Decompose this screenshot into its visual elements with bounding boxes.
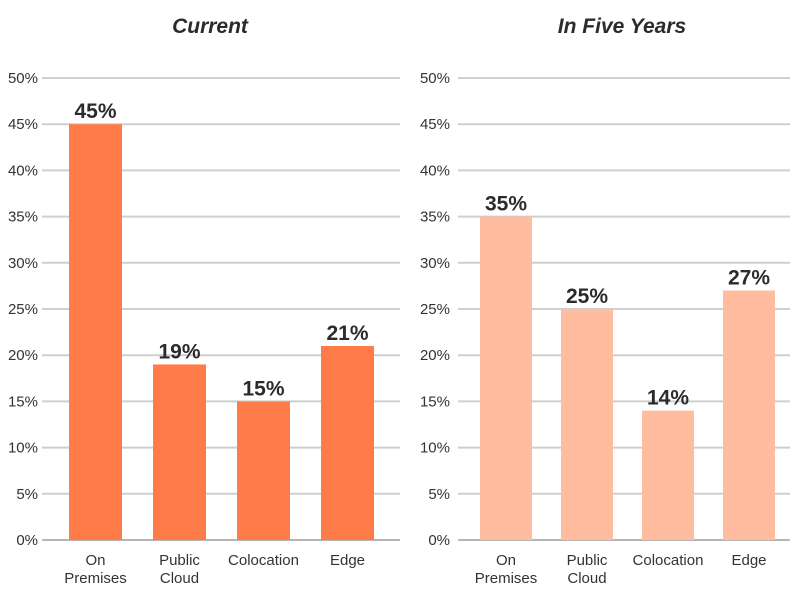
data-label: 35%	[485, 193, 527, 216]
bar	[321, 345, 374, 540]
category-label: Public	[567, 552, 608, 569]
category-label: Edge	[731, 552, 766, 569]
y-tick-label: 0%	[428, 532, 450, 549]
bar	[69, 124, 122, 540]
y-tick-label: 30%	[8, 255, 38, 272]
category-label: Premises	[64, 570, 127, 587]
data-label: 14%	[647, 387, 689, 410]
y-tick-label: 45%	[8, 116, 38, 133]
y-tick-label: 0%	[16, 532, 38, 549]
y-tick-label: 35%	[420, 209, 450, 226]
data-label: 21%	[326, 322, 368, 345]
y-tick-label: 40%	[420, 162, 450, 179]
y-tick-label: 10%	[8, 440, 38, 457]
y-tick-label: 50%	[8, 70, 38, 87]
bar	[561, 309, 613, 540]
data-label: 25%	[566, 285, 608, 308]
bar	[723, 290, 775, 540]
y-tick-label: 15%	[420, 393, 450, 410]
y-tick-label: 20%	[420, 347, 450, 364]
category-label: Premises	[475, 570, 538, 587]
y-tick-label: 30%	[420, 255, 450, 272]
category-label: On	[85, 552, 105, 569]
y-tick-label: 40%	[8, 162, 38, 179]
category-label: Cloud	[567, 570, 606, 587]
bar	[153, 364, 206, 540]
y-tick-label: 15%	[8, 393, 38, 410]
category-label: Colocation	[228, 552, 299, 569]
bar	[237, 401, 290, 540]
data-label: 45%	[74, 100, 116, 123]
y-tick-label: 50%	[420, 70, 450, 87]
category-label: Edge	[330, 552, 365, 569]
y-tick-label: 45%	[420, 116, 450, 133]
data-label: 15%	[242, 377, 284, 400]
category-label: Colocation	[633, 552, 704, 569]
chart-title: Current	[172, 15, 249, 38]
chart-title: In Five Years	[558, 15, 686, 38]
y-tick-label: 5%	[16, 486, 38, 503]
category-label: Cloud	[160, 570, 199, 587]
category-label: Public	[159, 552, 200, 569]
y-tick-label: 5%	[428, 486, 450, 503]
y-tick-label: 35%	[8, 209, 38, 226]
data-label: 19%	[158, 340, 200, 363]
y-tick-label: 25%	[420, 301, 450, 318]
data-label: 27%	[728, 267, 770, 290]
chart-panel-1: In Five Years 0% 5% 10% 15% 20% 25% 30% 35% 40% 45…	[420, 15, 790, 587]
y-tick-label: 10%	[420, 440, 450, 457]
chart-panel-0: Current 0% 5% 10% 15% 20% 25% 30% 35% 40% 45% 50% 45…	[8, 15, 400, 587]
y-tick-label: 20%	[8, 347, 38, 364]
category-label: On	[496, 552, 516, 569]
bar	[480, 216, 532, 540]
bar	[642, 410, 694, 540]
y-tick-label: 25%	[8, 301, 38, 318]
